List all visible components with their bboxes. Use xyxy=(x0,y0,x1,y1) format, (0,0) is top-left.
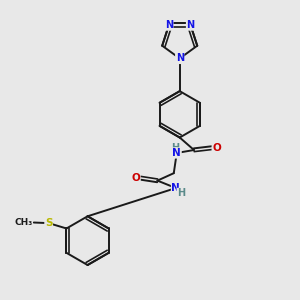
Text: S: S xyxy=(45,218,52,228)
Text: CH₃: CH₃ xyxy=(14,218,32,227)
Text: N: N xyxy=(187,20,195,30)
Text: O: O xyxy=(131,172,140,183)
Text: N: N xyxy=(176,53,184,64)
Text: H: H xyxy=(171,142,179,153)
Text: O: O xyxy=(212,142,221,153)
Text: N: N xyxy=(172,183,180,193)
Text: N: N xyxy=(172,148,181,158)
Text: N: N xyxy=(165,20,173,30)
Text: H: H xyxy=(177,188,185,198)
